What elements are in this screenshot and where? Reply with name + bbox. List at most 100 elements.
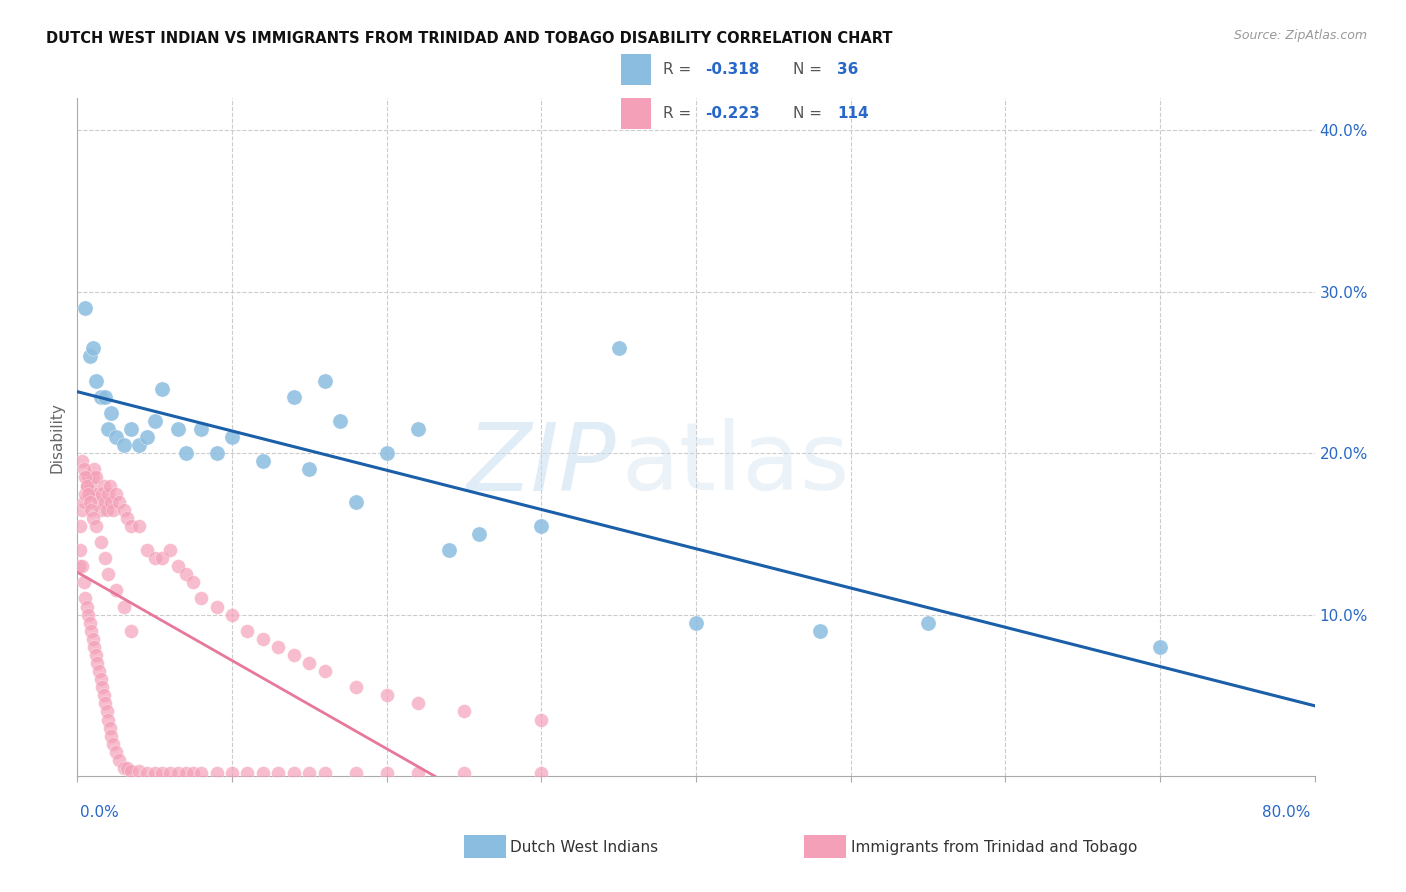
Point — [917, 615, 939, 630]
Point — [82, 470, 104, 484]
Point — [96, 705, 118, 719]
Point — [75, 470, 96, 484]
Point — [87, 494, 110, 508]
Point — [314, 374, 336, 388]
Point — [87, 664, 110, 678]
Text: atlas: atlas — [621, 418, 851, 510]
Point — [174, 446, 197, 460]
Point — [84, 470, 107, 484]
Text: Source: ZipAtlas.com: Source: ZipAtlas.com — [1233, 29, 1367, 42]
Point — [152, 765, 174, 780]
Point — [128, 519, 150, 533]
Point — [108, 494, 131, 508]
Point — [298, 656, 321, 670]
Point — [83, 640, 105, 654]
Point — [468, 527, 491, 541]
Point — [121, 422, 143, 436]
Point — [83, 462, 105, 476]
Point — [80, 502, 103, 516]
Point — [69, 543, 91, 558]
Point — [72, 494, 94, 508]
Point — [221, 607, 243, 622]
Point — [236, 624, 259, 638]
Point — [70, 454, 93, 468]
Text: 36: 36 — [837, 62, 858, 77]
Point — [115, 510, 138, 524]
Point — [344, 765, 367, 780]
Point — [136, 543, 159, 558]
Point — [267, 765, 290, 780]
Point — [84, 648, 107, 662]
Point — [298, 462, 321, 476]
Point — [82, 632, 104, 646]
Point — [252, 765, 274, 780]
Point — [77, 470, 100, 484]
Point — [98, 478, 121, 492]
Point — [375, 689, 398, 703]
Point — [76, 478, 98, 492]
Text: R =: R = — [664, 62, 696, 77]
Point — [91, 680, 114, 694]
Point — [112, 761, 135, 775]
Point — [453, 765, 475, 780]
Point — [190, 422, 212, 436]
Point — [76, 478, 98, 492]
Point — [1149, 640, 1171, 654]
Point — [75, 486, 96, 500]
Point — [143, 765, 166, 780]
Bar — [620, 98, 651, 129]
Text: Dutch West Indians: Dutch West Indians — [510, 840, 658, 855]
Point — [94, 697, 117, 711]
Point — [79, 494, 101, 508]
Point — [80, 478, 103, 492]
Point — [344, 494, 367, 508]
Point — [267, 640, 290, 654]
Point — [221, 765, 243, 780]
Point — [97, 567, 120, 582]
Point — [100, 729, 122, 743]
Point — [77, 486, 100, 500]
Point — [174, 765, 197, 780]
Point — [190, 591, 212, 606]
Point — [82, 341, 104, 355]
Point — [75, 591, 96, 606]
Point — [406, 697, 429, 711]
Point — [128, 438, 150, 452]
Point — [79, 486, 101, 500]
Point — [105, 583, 128, 598]
Point — [453, 705, 475, 719]
Point — [79, 350, 101, 364]
Point — [84, 519, 107, 533]
Point — [97, 713, 120, 727]
Point — [101, 737, 124, 751]
Point — [283, 390, 305, 404]
Point — [90, 535, 112, 549]
Point — [90, 390, 112, 404]
Point — [75, 301, 96, 315]
Point — [94, 494, 117, 508]
Point — [174, 567, 197, 582]
Point — [115, 761, 138, 775]
Point — [167, 765, 190, 780]
Point — [90, 502, 112, 516]
Text: -0.223: -0.223 — [706, 106, 761, 121]
Point — [530, 765, 553, 780]
Point — [808, 624, 831, 638]
Point — [121, 519, 143, 533]
Point — [152, 551, 174, 566]
Point — [159, 543, 181, 558]
Point — [530, 713, 553, 727]
Y-axis label: Disability: Disability — [49, 401, 65, 473]
Bar — [620, 54, 651, 85]
Text: ZIP: ZIP — [465, 418, 616, 509]
Point — [205, 599, 228, 614]
Point — [70, 559, 93, 574]
Text: 80.0%: 80.0% — [1263, 805, 1310, 820]
Point — [72, 575, 94, 590]
Point — [98, 721, 121, 735]
Point — [105, 430, 128, 444]
Point — [143, 551, 166, 566]
Point — [112, 438, 135, 452]
Point — [105, 486, 128, 500]
Point — [91, 486, 114, 500]
